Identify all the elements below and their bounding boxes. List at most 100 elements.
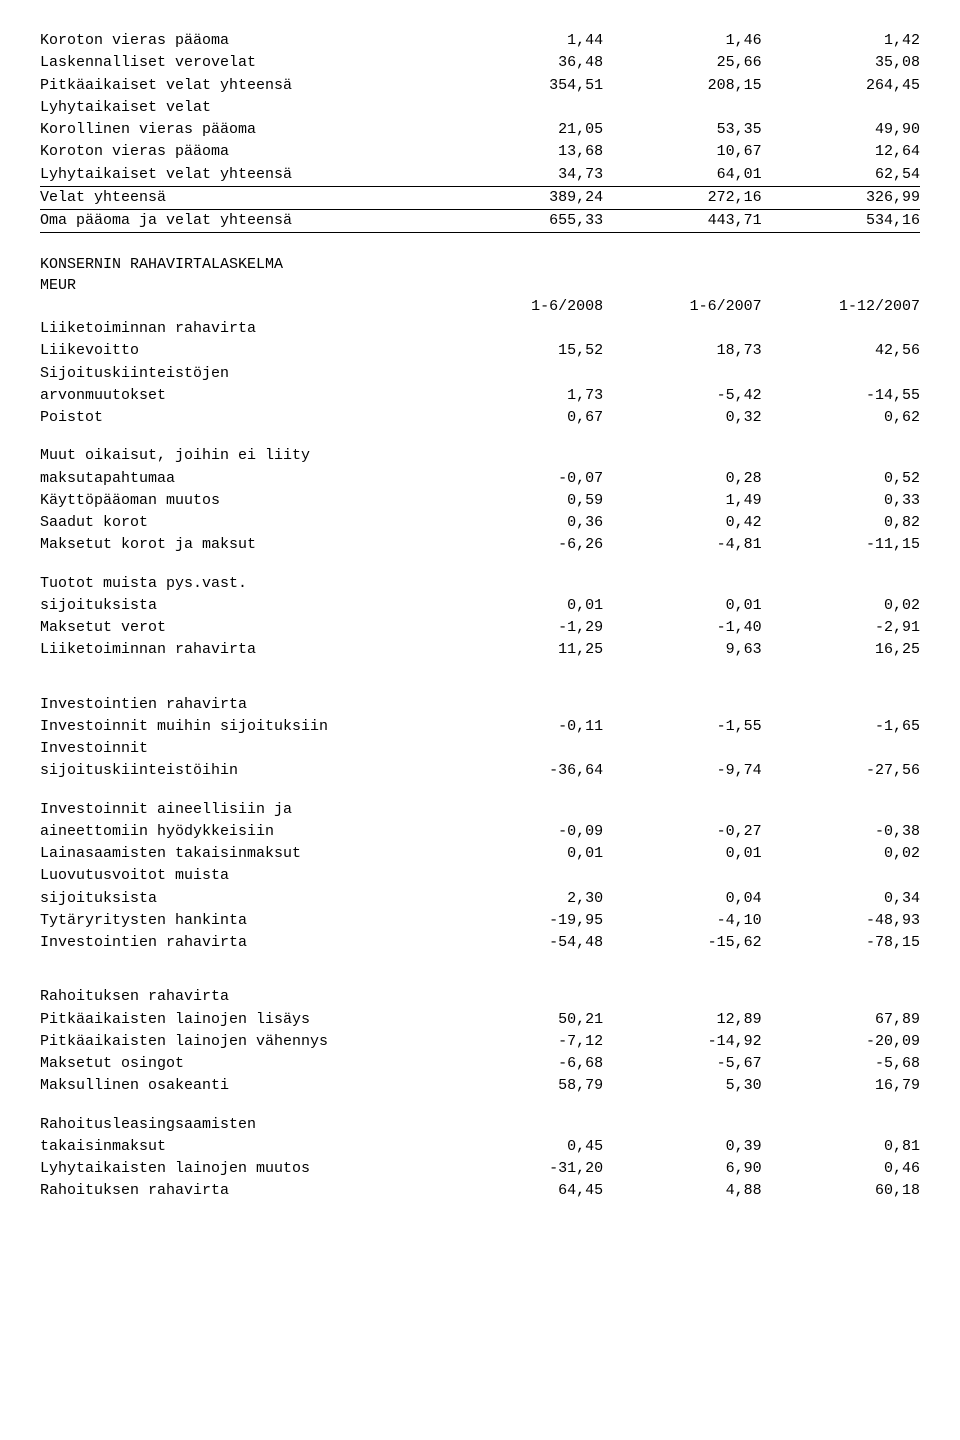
row-val-3: 0,82 <box>762 512 920 534</box>
row-label: sijoituskiinteistöihin <box>40 760 445 782</box>
row-val-1 <box>445 97 603 119</box>
row-label: Pitkäaikaisten lainojen vähennys <box>40 1031 445 1053</box>
row-val-2: 0,01 <box>603 595 761 617</box>
row-val-3: 0,02 <box>762 595 920 617</box>
row-val-2: -5,67 <box>603 1053 761 1075</box>
row-val-3 <box>762 738 920 760</box>
row-label: Lyhytaikaiset velat yhteensä <box>40 164 445 186</box>
row-val-3: 326,99 <box>762 186 920 209</box>
row-val-3: 0,02 <box>762 843 920 865</box>
row-val-2: 6,90 <box>603 1158 761 1180</box>
row-val-3: -5,68 <box>762 1053 920 1075</box>
row-label: Pitkäaikaisten lainojen lisäys <box>40 1009 445 1031</box>
row-label: Poistot <box>40 407 445 429</box>
row-label: Maksetut korot ja maksut <box>40 534 445 556</box>
row-val-2: -1,55 <box>603 716 761 738</box>
row-val-3: 16,25 <box>762 639 920 661</box>
row-val-2 <box>603 445 761 467</box>
row-label: Korollinen vieras pääoma <box>40 119 445 141</box>
row-label: Oma pääoma ja velat yhteensä <box>40 210 445 233</box>
row-val-2: -15,62 <box>603 932 761 954</box>
row-val-3: -0,38 <box>762 821 920 843</box>
row-val-2: 12,89 <box>603 1009 761 1031</box>
row-val-1: -7,12 <box>445 1031 603 1053</box>
table-row: takaisinmaksut0,450,390,81 <box>40 1136 920 1158</box>
row-val-3 <box>762 445 920 467</box>
row-label: Pitkäaikaiset velat yhteensä <box>40 75 445 97</box>
row-label: Tytäryritysten hankinta <box>40 910 445 932</box>
row-val-2: -4,81 <box>603 534 761 556</box>
row-val-2 <box>603 363 761 385</box>
row-val-2: 53,35 <box>603 119 761 141</box>
row-label: takaisinmaksut <box>40 1136 445 1158</box>
row-val-2: 0,04 <box>603 888 761 910</box>
table-row: Saadut korot0,360,420,82 <box>40 512 920 534</box>
row-val-3: 49,90 <box>762 119 920 141</box>
row-val-1: 655,33 <box>445 210 603 233</box>
row-val-2: 208,15 <box>603 75 761 97</box>
row-val-3: 0,62 <box>762 407 920 429</box>
row-val-2: 18,73 <box>603 340 761 362</box>
row-val-1: 11,25 <box>445 639 603 661</box>
row-val-3 <box>762 573 920 595</box>
row-val-1: 15,52 <box>445 340 603 362</box>
row-val-3: 60,18 <box>762 1180 920 1202</box>
row-val-3: 0,52 <box>762 468 920 490</box>
row-val-3 <box>762 363 920 385</box>
table-row: Pitkäaikaisten lainojen lisäys50,2112,89… <box>40 1009 920 1031</box>
row-label: Investoinnit aineellisiin ja <box>40 799 445 821</box>
table-row: Lyhytaikaiset velat yhteensä34,7364,0162… <box>40 164 920 186</box>
row-val-3: 12,64 <box>762 141 920 163</box>
row-val-1: 2,30 <box>445 888 603 910</box>
row-val-2: 25,66 <box>603 52 761 74</box>
row-val-2: 5,30 <box>603 1075 761 1097</box>
table-row: Laskennalliset verovelat36,4825,6635,08 <box>40 52 920 74</box>
row-val-1: 0,67 <box>445 407 603 429</box>
row-val-1: 1,73 <box>445 385 603 407</box>
row-val-2: -1,40 <box>603 617 761 639</box>
row-val-3: 16,79 <box>762 1075 920 1097</box>
row-val-3: 0,33 <box>762 490 920 512</box>
table-row: Koroton vieras pääoma13,6810,6712,64 <box>40 141 920 163</box>
row-label: sijoituksista <box>40 595 445 617</box>
row-val-2: 4,88 <box>603 1180 761 1202</box>
row-val-1 <box>445 799 603 821</box>
row-val-2 <box>603 1114 761 1136</box>
cashflow-title-2: MEUR <box>40 276 920 296</box>
table-row: Maksullinen osakeanti58,795,3016,79 <box>40 1075 920 1097</box>
row-val-2: -5,42 <box>603 385 761 407</box>
row-val-1 <box>445 445 603 467</box>
row-val-3: 42,56 <box>762 340 920 362</box>
row-val-1: 64,45 <box>445 1180 603 1202</box>
table-row: Käyttöpääoman muutos0,591,490,33 <box>40 490 920 512</box>
row-label: Lyhytaikaisten lainojen muutos <box>40 1158 445 1180</box>
row-val-3: 534,16 <box>762 210 920 233</box>
row-label: Koroton vieras pääoma <box>40 30 445 52</box>
row-val-3 <box>762 1114 920 1136</box>
row-val-2 <box>603 573 761 595</box>
row-label: Investoinnit <box>40 738 445 760</box>
row-label: Rahoitusleasingsaamisten <box>40 1114 445 1136</box>
row-val-1: 13,68 <box>445 141 603 163</box>
table-row: Pitkäaikaisten lainojen vähennys-7,12-14… <box>40 1031 920 1053</box>
row-label: Rahoituksen rahavirta <box>40 1180 445 1202</box>
op-header: Liiketoiminnan rahavirta <box>40 318 445 340</box>
table-row: Tuotot muista pys.vast. <box>40 573 920 595</box>
row-val-2: 0,39 <box>603 1136 761 1158</box>
row-label: Maksetut verot <box>40 617 445 639</box>
row-val-1: -0,09 <box>445 821 603 843</box>
row-val-3: -27,56 <box>762 760 920 782</box>
row-val-3: 35,08 <box>762 52 920 74</box>
row-val-1: -6,26 <box>445 534 603 556</box>
row-label: Koroton vieras pääoma <box>40 141 445 163</box>
row-val-2: 0,28 <box>603 468 761 490</box>
row-val-3: -20,09 <box>762 1031 920 1053</box>
row-val-2: -9,74 <box>603 760 761 782</box>
row-val-1: 1,44 <box>445 30 603 52</box>
row-val-1: 0,45 <box>445 1136 603 1158</box>
cashflow-title-1: KONSERNIN RAHAVIRTALASKELMA <box>40 255 920 275</box>
table-row: Maksetut osingot-6,68-5,67-5,68 <box>40 1053 920 1075</box>
table-row: Rahoituksen rahavirta64,454,8860,18 <box>40 1180 920 1202</box>
row-val-3 <box>762 799 920 821</box>
table-row: Koroton vieras pääoma1,441,461,42 <box>40 30 920 52</box>
